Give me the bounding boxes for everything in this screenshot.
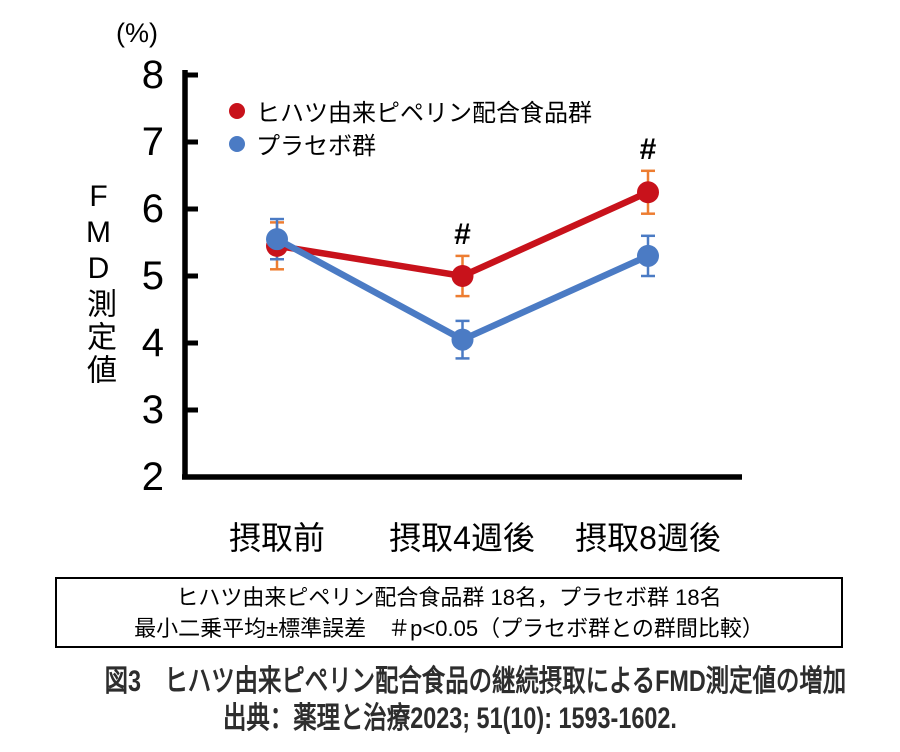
legend-label: プラセボ群 — [256, 133, 376, 160]
note-line-statistics: 最小二乗平均±標準誤差 ＃p<0.05（プラセボ群との群間比較） — [134, 615, 764, 641]
x-tick-label: 摂取8週後 — [575, 520, 721, 556]
y-tick-label: 2 — [141, 455, 164, 499]
y-axis-title: FMD測定値 — [82, 180, 115, 387]
y-tick-label: 5 — [141, 254, 164, 298]
x-tick-label: 摂取4週後 — [389, 520, 535, 556]
data-point — [637, 244, 659, 267]
caption-source-line: 出典：薬理と治療2023; 51(10): 1593-1602. — [0, 700, 900, 737]
note-box: ヒハツ由来ピペリン配合食品群 18名，プラセボ群 18名 最小二乗平均±標準誤差… — [55, 577, 843, 648]
data-point — [451, 265, 474, 287]
caption-source-text: 出典：薬理と治療2023; 51(10): 1593-1602. — [223, 702, 677, 735]
figure-caption: 図3 ヒハツ由来ピペリン配合食品の継続摂取によるFMD測定値の増加 出典：薬理と… — [0, 663, 900, 737]
significance-marker: # — [640, 133, 657, 166]
significance-marker: # — [454, 218, 471, 251]
caption-title-line: 図3 ヒハツ由来ピペリン配合食品の継続摂取によるFMD測定値の増加 — [0, 663, 900, 700]
y-tick-label: 6 — [141, 187, 164, 231]
note-line-sample-size: ヒハツ由来ピペリン配合食品群 18名，プラセボ群 18名 — [176, 584, 722, 610]
legend-item: プラセボ群 — [229, 127, 592, 160]
series-marker-icon — [229, 135, 245, 152]
legend-label: ヒハツ由来ピペリン配合食品群 — [256, 100, 592, 127]
y-axis-unit-label: (%) — [116, 18, 158, 48]
y-tick-label: 8 — [141, 53, 164, 97]
y-tick-label: 4 — [141, 321, 164, 365]
chart-legend: ヒハツ由来ピペリン配合食品群 プラセボ群 — [229, 94, 592, 160]
x-tick-label: 摂取前 — [228, 520, 325, 556]
y-tick-label: 7 — [141, 120, 164, 164]
caption-title-text: 図3 ヒハツ由来ピペリン配合食品の継続摂取によるFMD測定値の増加 — [104, 665, 847, 698]
data-point — [266, 228, 288, 251]
y-tick-label: 3 — [141, 388, 164, 432]
series-marker-icon — [229, 102, 245, 119]
data-point — [451, 328, 474, 351]
legend-item: ヒハツ由来ピペリン配合食品群 — [229, 94, 592, 127]
data-point — [637, 181, 659, 204]
